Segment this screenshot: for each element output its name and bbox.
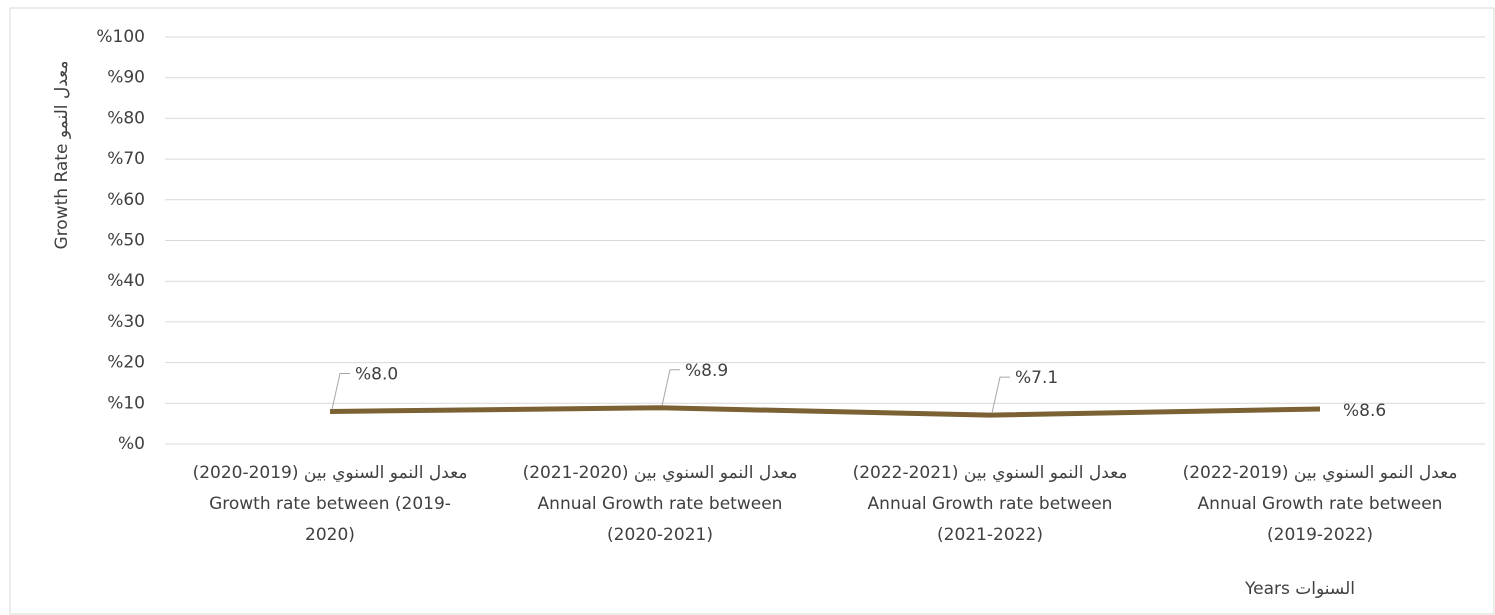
x-tick-label: معدل النمو السنوي بين (2021-2022)	[853, 463, 1128, 483]
x-tick-label: معدل النمو السنوي بين (2020-2021)	[523, 463, 798, 483]
x-tick-label: Growth rate between (2019-	[209, 494, 451, 514]
y-tick-label: %30	[107, 312, 145, 332]
chart-frame	[9, 7, 1495, 615]
x-axis-label: Years السنوات	[1244, 579, 1355, 599]
x-tick-label: Annual Growth rate between	[1198, 494, 1443, 514]
y-tick-label: %0	[118, 434, 145, 454]
x-tick-label: (2020-2021)	[607, 525, 713, 545]
x-tick-label: (2021-2022)	[937, 525, 1043, 545]
data-label: %8.6	[1343, 401, 1386, 421]
y-tick-label: %60	[107, 190, 145, 210]
y-tick-label: %70	[107, 149, 145, 169]
x-tick-label: Annual Growth rate between	[538, 494, 783, 514]
y-tick-label: %20	[107, 353, 145, 373]
y-tick-label: %50	[107, 231, 145, 251]
y-axis-label: Growth Rate معدل النمو	[52, 61, 72, 250]
x-tick-label: (2019-2022)	[1267, 525, 1373, 545]
leader-line	[991, 376, 1010, 414]
y-tick-label: %40	[107, 271, 145, 291]
line	[329, 405, 1321, 418]
leader-line	[331, 372, 350, 410]
leader-line	[661, 369, 680, 406]
x-tick-label: Annual Growth rate between	[868, 494, 1113, 514]
x-tick-label: معدل النمو السنوي بين (2019-2022)	[1183, 463, 1458, 483]
data-label: %8.0	[355, 364, 398, 384]
data-label: %8.9	[685, 361, 728, 381]
x-tick-label: معدل النمو السنوي بين (2019-2020)	[193, 463, 468, 483]
x-tick-label: 2020)	[305, 525, 355, 545]
y-tick-label: %90	[107, 68, 145, 88]
y-tick-label: %100	[96, 27, 145, 47]
data-label: %7.1	[1015, 368, 1058, 388]
y-tick-label: %10	[107, 393, 145, 413]
y-tick-label: %80	[107, 108, 145, 128]
